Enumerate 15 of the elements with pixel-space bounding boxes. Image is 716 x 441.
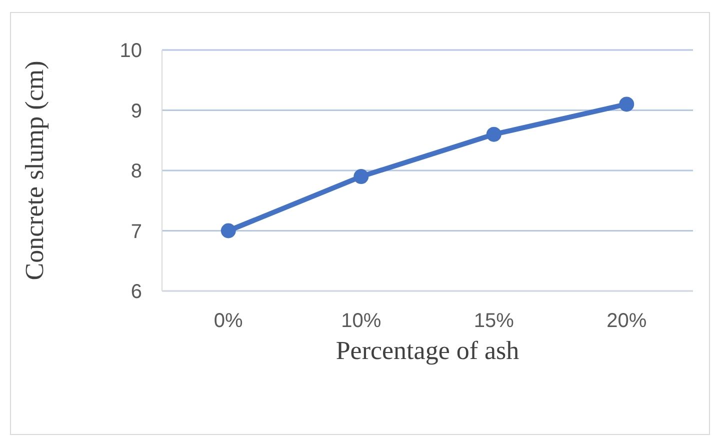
point [619, 96, 634, 112]
y-tick-label: 7 [130, 220, 142, 243]
y-tick-label: 6 [130, 281, 142, 304]
y-tick-label: 9 [130, 100, 142, 122]
x-tick-label: 0% [214, 310, 244, 332]
x-tick-label: 20% [606, 310, 647, 332]
y-tick-label: 8 [130, 160, 142, 183]
point [220, 223, 236, 238]
point [486, 126, 502, 142]
x-tick-label: 10% [341, 310, 382, 332]
y-tick-label: 10 [120, 40, 142, 62]
y-axis-title: Concrete slump (cm) [20, 60, 50, 280]
x-axis-title: Percentage of ash [336, 336, 520, 365]
point [354, 169, 369, 184]
x-tick-label: 15% [474, 310, 514, 332]
